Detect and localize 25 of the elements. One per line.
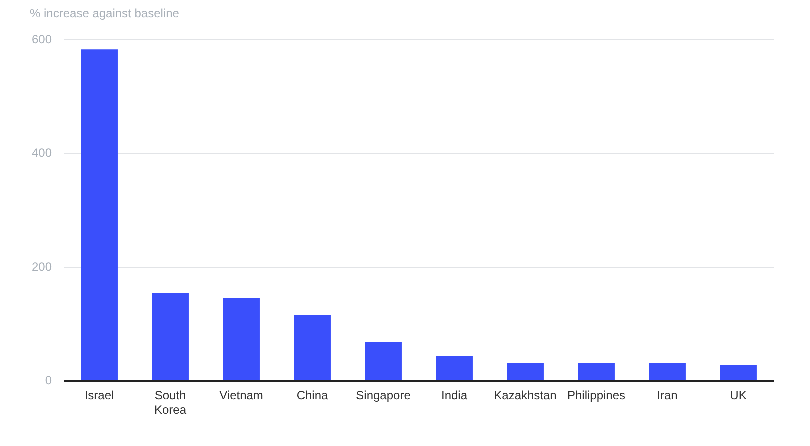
bar [578,363,615,380]
bar [649,363,686,380]
bar [436,356,473,380]
bar [294,315,331,380]
x-tick-label: China [296,388,329,403]
y-tick-label: 200 [32,260,52,274]
y-tick-label: 0 [45,374,52,388]
bar [365,342,402,380]
bar [152,293,189,380]
y-tick-label: 400 [32,146,52,160]
y-tick-label: 600 [32,32,52,46]
x-tick-label: Vietnam [220,388,264,403]
x-tick-label: UK [730,388,747,403]
x-tick-label: Singapore [356,388,412,403]
bar [720,365,757,380]
bar [507,363,544,380]
x-tick-label: Iran [657,388,678,403]
x-tick-label: Kazakhstan [494,388,557,403]
bar [81,50,118,380]
x-tick-label: India [441,388,468,403]
y-axis-title: % increase against baseline [30,6,180,20]
x-tick-label: Israel [84,388,114,403]
x-tick-label: South Korea [154,388,187,418]
x-tick-label: Philippines [567,388,626,403]
bar [223,298,260,380]
